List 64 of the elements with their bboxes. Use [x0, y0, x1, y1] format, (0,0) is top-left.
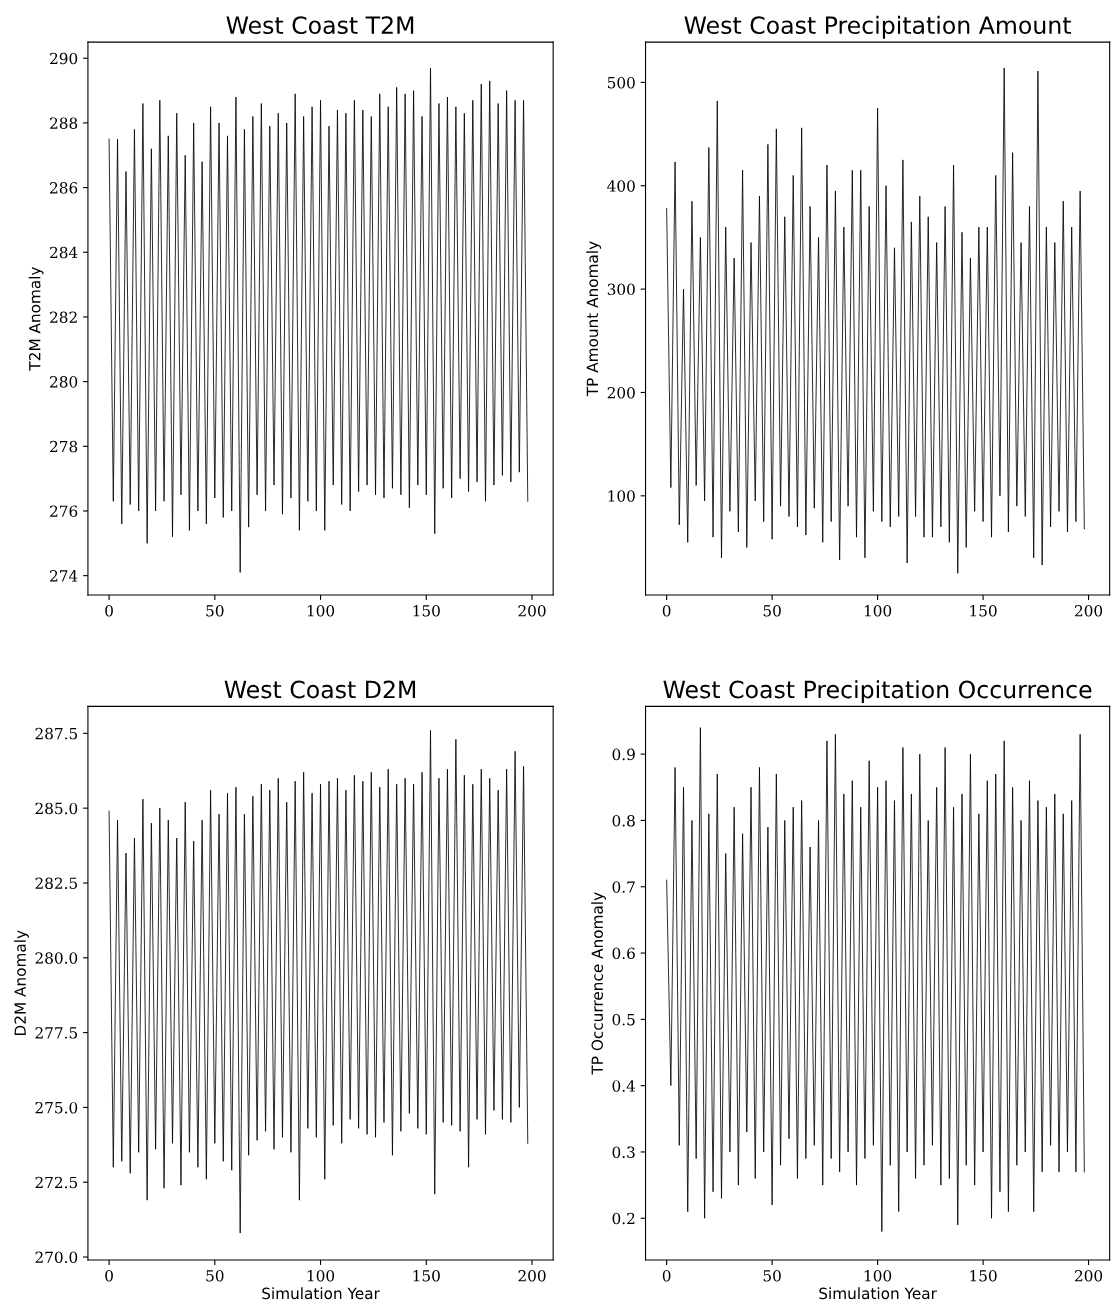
y-axis-title: T2M Anomaly [28, 266, 44, 371]
y-tick-label: 280 [50, 376, 78, 388]
y-tick-label: 400 [607, 180, 635, 192]
x-tick-label: 150 [970, 605, 997, 617]
y-tick-label: 0.7 [612, 881, 635, 893]
x-tick-label: 150 [413, 605, 440, 617]
y-tick-label: 300 [607, 283, 635, 296]
x-tick-label: 0 [105, 605, 113, 617]
y-tick-label: 282 [50, 311, 77, 323]
x-tick-label: 0 [662, 1270, 671, 1282]
y-tick-label: 280.0 [35, 952, 78, 964]
y-tick-label: 0.5 [612, 1013, 635, 1026]
x-tick-label: 50 [763, 1270, 781, 1282]
x-axis-title: Simulation Year [262, 1287, 380, 1300]
y-tick-label: 282.5 [35, 877, 78, 889]
x-tick-label: 100 [864, 605, 892, 617]
x-tick-label: 0 [105, 1270, 113, 1282]
y-tick-label: 277.5 [35, 1027, 78, 1039]
line-series [108, 67, 529, 573]
y-tick-label: 287.5 [35, 727, 78, 740]
y-tick-label: 200 [607, 386, 635, 399]
y-axis-title: D2M Anomaly [14, 930, 29, 1035]
y-tick-label: 285.0 [35, 802, 78, 815]
x-tick-label: 50 [206, 1270, 224, 1282]
x-tick-label: 50 [206, 605, 224, 617]
x-tick-label: 200 [1075, 1270, 1103, 1282]
y-axis-title: TP Occurrence Anomaly [591, 892, 606, 1075]
x-tick-label: 200 [518, 605, 546, 617]
y-tick-label: 272.5 [35, 1176, 78, 1189]
y-tick-label: 276 [50, 505, 78, 517]
x-axis-title: Simulation Year [819, 1287, 937, 1300]
y-tick-label: 0.2 [612, 1212, 635, 1225]
chart-title: West Coast Precipitation Amount [684, 15, 1071, 39]
y-tick-label: 100 [608, 490, 635, 502]
y-tick-label: 286 [50, 182, 78, 194]
x-tick-label: 100 [307, 605, 335, 617]
y-tick-label: 500 [607, 76, 635, 89]
y-tick-label: 0.9 [612, 748, 635, 761]
x-tick-label: 50 [763, 605, 781, 617]
y-tick-label: 0.8 [612, 814, 635, 827]
y-tick-label: 284 [50, 246, 78, 259]
y-tick-label: 275.0 [35, 1101, 78, 1114]
chart-title: West Coast Precipitation Occurrence [663, 680, 1092, 703]
y-tick-label: 288 [50, 117, 78, 129]
y-tick-label: 0.3 [612, 1146, 635, 1158]
y-tick-label: 274 [50, 570, 78, 582]
x-tick-label: 200 [1075, 605, 1103, 617]
x-tick-label: 0 [662, 605, 671, 617]
y-tick-label: 290 [50, 52, 78, 65]
y-tick-label: 270.0 [35, 1251, 78, 1264]
line-series [666, 727, 1085, 1232]
y-axis-title: TP Amount Anomaly [586, 241, 602, 397]
x-tick-label: 200 [518, 1270, 546, 1282]
x-tick-label: 150 [413, 1270, 440, 1282]
y-tick-label: 0.4 [612, 1080, 636, 1092]
line-series [108, 729, 529, 1234]
x-tick-label: 100 [307, 1270, 335, 1282]
chart-title: West Coast T2M [226, 16, 414, 35]
x-tick-label: 100 [864, 1270, 892, 1282]
y-tick-label: 278 [50, 440, 78, 453]
line-series [666, 67, 1085, 574]
x-tick-label: 150 [970, 1270, 997, 1282]
y-tick-label: 0.6 [612, 947, 635, 960]
chart-title: West Coast D2M [224, 680, 416, 699]
